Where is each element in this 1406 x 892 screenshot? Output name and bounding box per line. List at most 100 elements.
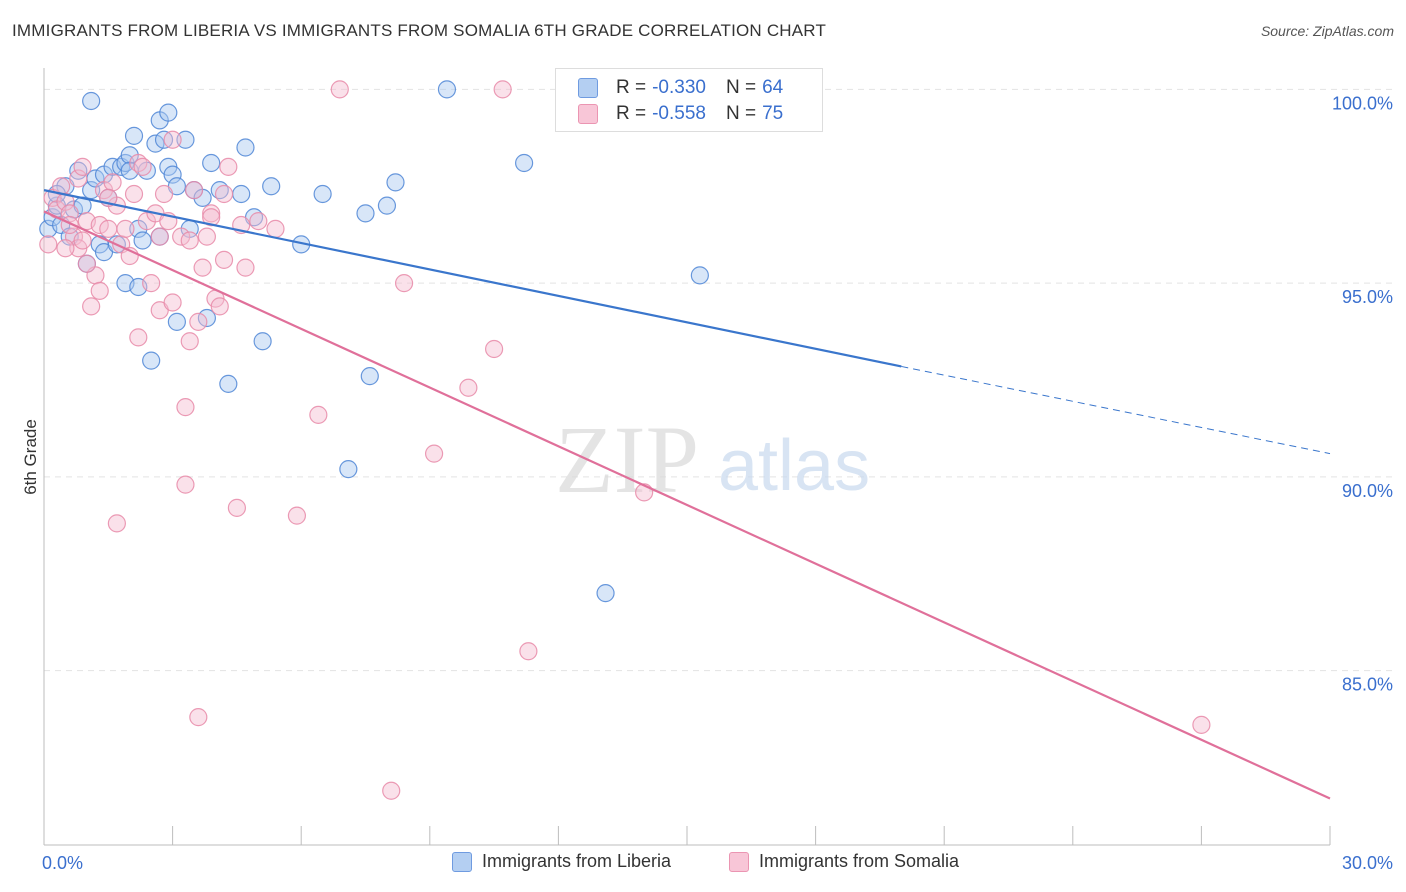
somalia-point	[172, 227, 191, 246]
somalia-point	[227, 498, 246, 517]
legend-row-liberia: R = -0.330 N = 64	[578, 76, 783, 100]
somalia-point	[56, 192, 75, 211]
liberia-point	[356, 204, 375, 223]
liberia-trend-line	[43, 189, 902, 368]
somalia-n-label: N =	[725, 103, 757, 124]
y-tick-label: 85.0%	[1342, 675, 1393, 695]
somalia-n-value: 75	[762, 103, 784, 124]
liberia-point	[167, 312, 186, 331]
somalia-point	[189, 312, 208, 331]
somalia-point	[176, 475, 195, 494]
somalia-point	[180, 231, 199, 250]
liberia-n-value: 64	[762, 77, 784, 98]
tick-labels: 85.0% 90.0% 95.0% 100.0% 0.0% 30.0% 6th Grade	[21, 93, 1393, 873]
chart-title: IMMIGRANTS FROM LIBERIA VS IMMIGRANTS FR…	[12, 21, 827, 40]
somalia-swatch	[578, 104, 598, 124]
somalia-point	[519, 642, 538, 661]
somalia-point	[184, 181, 204, 200]
somalia-point	[424, 444, 444, 463]
somalia-point	[154, 184, 174, 204]
somalia-point	[56, 239, 75, 258]
series-legend-liberia: Immigrants from Liberia	[452, 851, 671, 872]
somalia-point	[150, 227, 169, 246]
somalia-point	[189, 708, 208, 727]
somalia-point	[99, 219, 118, 238]
liberia-point	[437, 80, 457, 99]
somalia-point	[210, 297, 229, 316]
liberia-n-label: N =	[725, 77, 757, 98]
somalia-point	[90, 215, 109, 235]
somalia-point	[214, 184, 234, 204]
data-points	[39, 80, 1211, 800]
somalia-point	[176, 398, 195, 417]
somalia-point	[163, 293, 182, 312]
somalia-point	[193, 258, 212, 277]
liberia-point	[124, 126, 144, 145]
liberia-point	[202, 153, 221, 173]
somalia-point	[90, 281, 109, 300]
liberia-point	[360, 367, 379, 386]
liberia-point	[386, 173, 405, 192]
somalia-point	[249, 212, 268, 231]
liberia-point	[515, 153, 534, 173]
somalia-r-label: R =	[616, 103, 647, 124]
source-credit: Source: ZipAtlas.com	[1260, 23, 1394, 39]
y-tick-label: 95.0%	[1342, 287, 1393, 307]
liberia-r-label: R =	[616, 77, 647, 98]
somalia-point	[142, 274, 161, 293]
liberia-point	[82, 91, 101, 111]
somalia-point	[1192, 715, 1211, 734]
somalia-point	[214, 250, 234, 269]
somalia-point	[330, 80, 349, 99]
y-tick-label: 90.0%	[1342, 481, 1393, 501]
x-tick-label: 30.0%	[1342, 853, 1393, 873]
axes	[43, 68, 1331, 846]
liberia-point	[596, 584, 615, 603]
liberia-point	[219, 374, 238, 393]
liberia-point	[232, 184, 251, 204]
somalia-point	[266, 219, 285, 238]
somalia-point	[39, 235, 58, 254]
somalia-point	[124, 184, 144, 204]
liberia-point	[377, 196, 397, 215]
somalia-point	[82, 297, 101, 316]
liberia-r-value: -0.330	[652, 77, 706, 98]
grid-lines	[44, 88, 1396, 672]
somalia-point	[116, 219, 135, 238]
y-tick-label: 100.0%	[1332, 93, 1393, 113]
liberia-point	[176, 130, 195, 149]
liberia-legend-swatch	[452, 851, 472, 872]
somalia-point	[133, 157, 152, 176]
somalia-point	[219, 157, 238, 176]
somalia-point	[493, 80, 512, 99]
legend-row-somalia: R = -0.558 N = 75	[578, 102, 783, 126]
somalia-point	[459, 378, 478, 397]
somalia-legend-label: Immigrants from Somalia	[759, 851, 960, 871]
liberia-point	[339, 460, 358, 479]
liberia-point	[142, 351, 161, 370]
liberia-point	[82, 181, 101, 200]
somalia-point	[287, 506, 307, 525]
liberia-point	[159, 103, 178, 122]
trend-lines	[43, 189, 1331, 800]
liberia-point	[236, 138, 255, 157]
somalia-point	[197, 227, 216, 246]
y-axis-title: 6th Grade	[21, 419, 40, 495]
somalia-r-value: -0.558	[652, 103, 706, 124]
somalia-point	[382, 781, 401, 800]
somalia-point	[163, 130, 182, 149]
x-tick-label: 0.0%	[42, 853, 83, 873]
watermark: ZIP atlas	[555, 406, 870, 513]
somalia-point	[77, 254, 96, 273]
somalia-point	[394, 274, 414, 293]
liberia-point	[313, 184, 332, 204]
watermark-zip: ZIP	[555, 406, 699, 513]
somalia-point	[309, 405, 328, 424]
somalia-point	[107, 514, 126, 533]
somalia-point	[103, 173, 122, 192]
liberia-trend-extension	[901, 365, 1331, 455]
liberia-point	[163, 165, 182, 184]
liberia-point	[133, 231, 152, 250]
somalia-legend-swatch	[729, 851, 749, 872]
